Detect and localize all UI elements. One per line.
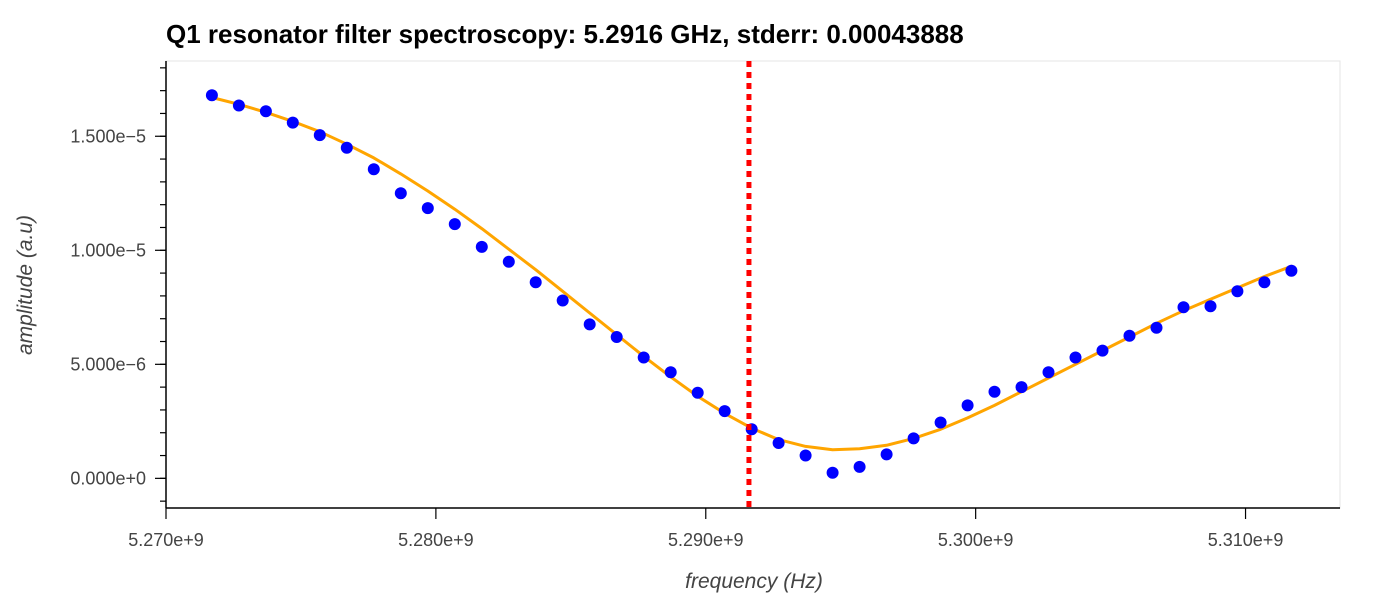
data-point [961, 399, 974, 412]
data-point [1096, 344, 1109, 357]
data-point [637, 351, 650, 364]
data-point [583, 318, 596, 331]
x-tick-label: 5.280e+9 [398, 530, 474, 550]
data-point [529, 276, 542, 289]
data-point [1123, 329, 1136, 342]
y-tick-label: 0.000e+0 [70, 468, 146, 488]
x-axis-label: frequency (Hz) [685, 570, 823, 593]
y-axis-label: amplitude (a.u) [14, 215, 37, 355]
data-point [340, 141, 353, 154]
data-point [664, 366, 677, 379]
data-point [799, 449, 812, 462]
data-point [907, 432, 920, 445]
data-point [880, 448, 893, 461]
data-point [718, 405, 731, 418]
data-point [286, 116, 299, 129]
data-point [367, 163, 380, 176]
data-point [556, 294, 569, 307]
x-tick-label: 5.270e+9 [128, 530, 204, 550]
data-point [394, 187, 407, 200]
data-point [853, 460, 866, 473]
data-point [1042, 366, 1055, 379]
data-point [1069, 351, 1082, 364]
data-point [772, 437, 785, 449]
data-point [1177, 301, 1190, 314]
y-tick-label: 1.000e−5 [70, 240, 146, 260]
data-point [1285, 264, 1298, 277]
data-point [475, 240, 488, 253]
x-tick-label: 5.310e+9 [1208, 530, 1284, 550]
data-point [232, 99, 245, 112]
data-point [934, 416, 947, 429]
data-point [259, 105, 272, 118]
data-point [313, 129, 326, 142]
data-point [988, 385, 1001, 398]
data-point [448, 218, 461, 231]
y-tick-label: 5.000e−6 [70, 354, 146, 374]
data-point [691, 386, 704, 399]
chart-title: Q1 resonator filter spectroscopy: 5.2916… [166, 19, 964, 49]
data-point [205, 89, 218, 102]
data-point [610, 331, 623, 343]
chart-marks [205, 61, 1298, 508]
data-point [1015, 381, 1028, 394]
data-point [421, 202, 434, 215]
data-point [826, 466, 839, 479]
data-point [1204, 300, 1217, 313]
data-point [1150, 321, 1163, 334]
y-tick-label: 1.500e−5 [70, 126, 146, 146]
data-point [1231, 285, 1244, 298]
data-point [1258, 276, 1271, 289]
x-tick-label: 5.290e+9 [668, 530, 744, 550]
data-point [502, 255, 515, 268]
x-tick-label: 5.300e+9 [938, 530, 1014, 550]
chart-axes: 5.270e+9 5.280e+9 5.290e+9 5.300e+9 5.310e+9… [70, 61, 1340, 550]
